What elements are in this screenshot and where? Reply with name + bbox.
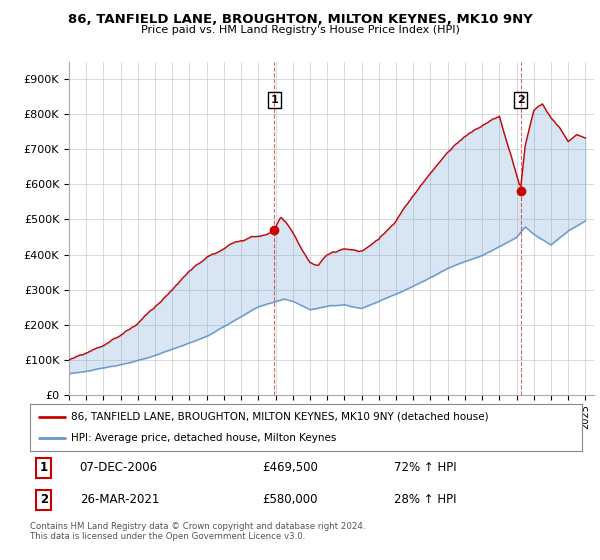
Text: 07-DEC-2006: 07-DEC-2006 — [80, 461, 158, 474]
Text: 86, TANFIELD LANE, BROUGHTON, MILTON KEYNES, MK10 9NY (detached house): 86, TANFIELD LANE, BROUGHTON, MILTON KEY… — [71, 412, 489, 422]
Text: £469,500: £469,500 — [262, 461, 318, 474]
Text: Price paid vs. HM Land Registry's House Price Index (HPI): Price paid vs. HM Land Registry's House … — [140, 25, 460, 35]
Text: HPI: Average price, detached house, Milton Keynes: HPI: Average price, detached house, Milt… — [71, 433, 337, 444]
Text: This data is licensed under the Open Government Licence v3.0.: This data is licensed under the Open Gov… — [30, 532, 305, 541]
Text: 2: 2 — [40, 493, 48, 506]
Text: 1: 1 — [40, 461, 48, 474]
Text: Contains HM Land Registry data © Crown copyright and database right 2024.: Contains HM Land Registry data © Crown c… — [30, 522, 365, 531]
Text: 86, TANFIELD LANE, BROUGHTON, MILTON KEYNES, MK10 9NY: 86, TANFIELD LANE, BROUGHTON, MILTON KEY… — [68, 13, 532, 26]
Text: £580,000: £580,000 — [262, 493, 317, 506]
Text: 26-MAR-2021: 26-MAR-2021 — [80, 493, 159, 506]
Text: 2: 2 — [517, 95, 524, 105]
Text: 28% ↑ HPI: 28% ↑ HPI — [394, 493, 457, 506]
Text: 72% ↑ HPI: 72% ↑ HPI — [394, 461, 457, 474]
Text: 1: 1 — [271, 95, 278, 105]
